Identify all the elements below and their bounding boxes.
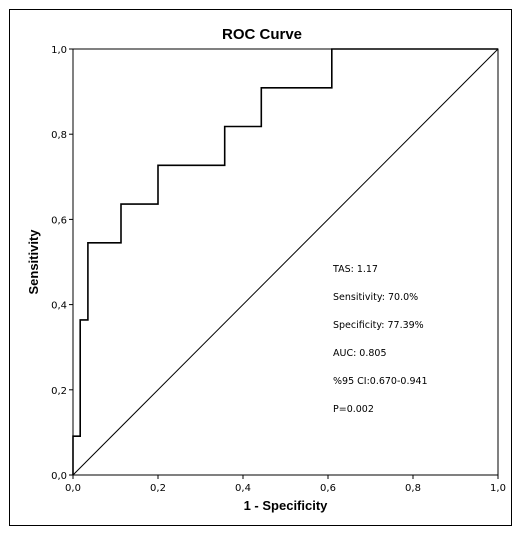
x-axis: 0,0 0,2 0,4 0,6 0,8 1,0 [65, 475, 506, 494]
y-tick-label: 1,0 [51, 45, 67, 56]
y-tick-label: 0,8 [51, 130, 67, 141]
reference-diagonal-line [72, 48, 499, 476]
plot-area [72, 48, 499, 476]
x-axis-label: 1 - Specificity [244, 498, 329, 513]
y-tick-label: 0,0 [51, 471, 67, 482]
x-tick-label: 0,6 [320, 483, 336, 494]
annotation-text: Sensitivity: 70.0% [333, 292, 418, 303]
roc-chart: ROC Curve 0,0 0,2 0,4 0,6 0,8 1,0 0,00,20,40,… [26, 26, 506, 513]
annotation-text: AUC: 0.805 [333, 348, 387, 359]
y-tick-label: 0,6 [51, 215, 67, 226]
annotation-text: %95 CI:0.670-0.941 [333, 376, 428, 387]
annotation-group: TAS: 1.17 Sensitivity: 70.0% Specificity: … [332, 264, 428, 415]
x-tick-label: 0,0 [65, 483, 81, 494]
series-group [72, 48, 499, 476]
x-tick-label: 0,2 [150, 483, 166, 494]
roc-curve-line [72, 48, 498, 475]
y-axis: 0,0 0,2 0,4 0,6 0,8 1,0 [51, 45, 73, 482]
y-tick-label: 0,2 [51, 386, 67, 397]
annotation-text: TAS: 1.17 [332, 264, 378, 275]
x-tick-label: 0,8 [405, 483, 421, 494]
y-axis-label: Sensitivity [26, 229, 41, 295]
x-tick-label: 0,4 [235, 483, 251, 494]
chart-frame: ROC Curve 0,0 0,2 0,4 0,6 0,8 1,0 0,0 0,2 0,4 0,… [9, 9, 512, 526]
annotation-text: Specificity: 77.39% [333, 320, 424, 331]
annotation-text: P=0.002 [333, 404, 374, 415]
chart-title: ROC Curve [222, 26, 302, 43]
x-tick-label: 1,0 [490, 483, 506, 494]
y-tick-label: 0,4 [51, 301, 67, 312]
